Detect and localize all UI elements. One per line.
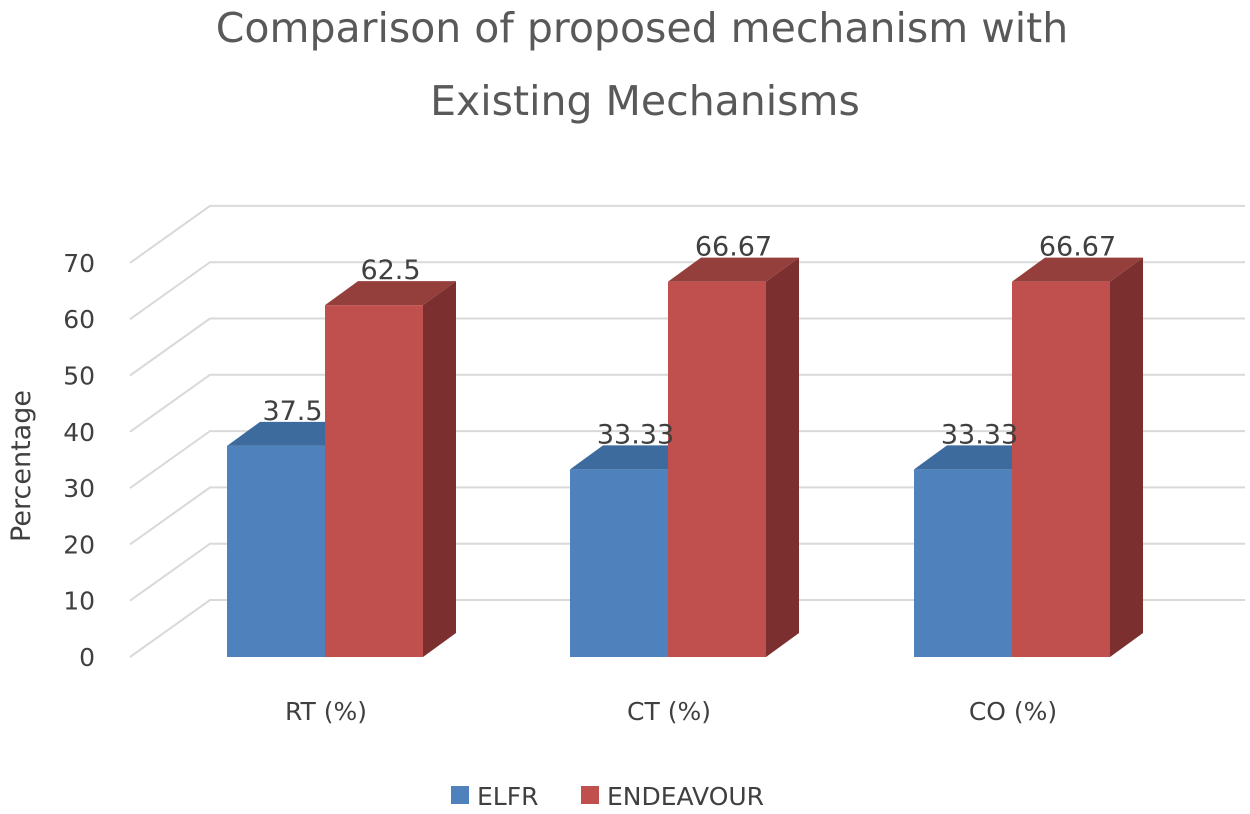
chart-title: Comparison of proposed mechanism with Ex…: [216, 4, 1068, 125]
data-label: 33.33: [941, 419, 1018, 450]
bar-front: [914, 469, 1012, 657]
legend: ELFR ENDEAVOUR: [451, 782, 764, 811]
gridline: [129, 599, 1245, 658]
bar-top: [325, 281, 456, 306]
y-tick-label: 30: [63, 474, 95, 503]
gridline: [129, 486, 1245, 546]
legend-swatch: [451, 786, 469, 804]
data-labels: 37.5 62.5 33.33 66.67 33.33 66.67: [262, 232, 1116, 451]
data-label: 37.5: [262, 396, 322, 427]
bar-side: [766, 257, 799, 657]
data-label: 33.33: [597, 419, 674, 450]
y-tick-label: 20: [63, 530, 95, 559]
legend-swatch: [581, 786, 599, 804]
y-tick-label: 50: [63, 362, 95, 391]
y-tick-label: 40: [63, 418, 95, 447]
legend-label: ELFR: [477, 782, 538, 811]
bar-front: [570, 469, 668, 657]
bar-side: [1110, 257, 1143, 657]
bar-top: [1012, 257, 1143, 282]
legend-item-elfr: ELFR: [451, 782, 538, 811]
bar-front: [1012, 281, 1110, 657]
bar-front: [227, 445, 325, 657]
data-label: 66.67: [1039, 232, 1116, 263]
y-tick-label: 70: [63, 249, 95, 278]
data-label: 66.67: [695, 232, 772, 263]
bar-front: [668, 281, 766, 657]
legend-item-endeavour: ENDEAVOUR: [581, 782, 764, 811]
gridline: [129, 430, 1245, 489]
gridlines: [129, 204, 1245, 658]
x-category-label: CT (%): [627, 697, 711, 726]
chart-title-line-2: Existing Mechanisms: [430, 77, 860, 125]
y-tick-label: 10: [63, 587, 95, 616]
x-axis-categories: RT (%) CT (%) CO (%): [285, 697, 1057, 726]
y-tick-label: 0: [79, 643, 95, 672]
data-label: 62.5: [360, 255, 420, 286]
y-axis-ticks: 0 10 20 30 40 50 60 70: [63, 249, 95, 672]
gridline: [129, 542, 1245, 602]
chart-title-line-1: Comparison of proposed mechanism with: [216, 4, 1068, 52]
gridline: [129, 261, 1245, 321]
bars: [227, 257, 1143, 657]
bar-endeavour-1: [325, 281, 456, 657]
x-category-label: CO (%): [969, 697, 1057, 726]
bar-endeavour-3: [1012, 257, 1143, 657]
gridline: [129, 204, 1245, 264]
bar-front: [325, 305, 423, 657]
y-axis-label: Percentage: [6, 390, 37, 542]
y-tick-label: 60: [63, 305, 95, 334]
x-category-label: RT (%): [285, 697, 367, 726]
gridline: [129, 373, 1245, 433]
gridline: [129, 317, 1245, 377]
bar-side: [423, 281, 456, 657]
bar-endeavour-2: [668, 257, 799, 657]
legend-label: ENDEAVOUR: [607, 782, 764, 811]
bar-top: [668, 257, 799, 282]
